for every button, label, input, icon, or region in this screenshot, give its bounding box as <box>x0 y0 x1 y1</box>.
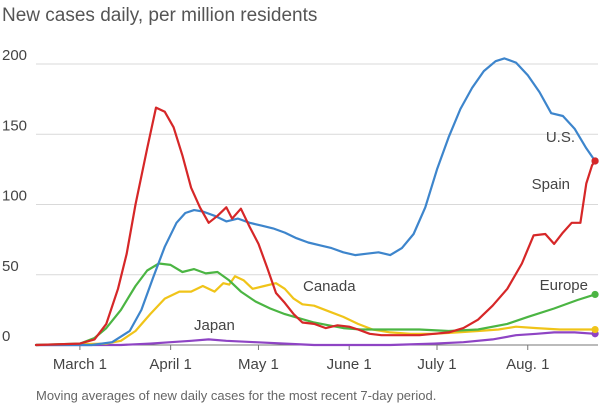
y-tick-label: 200 <box>2 47 27 64</box>
series-label-us: U.S. <box>546 129 575 146</box>
x-tick-label: Aug. 1 <box>506 356 549 373</box>
series-line-japan <box>34 331 597 347</box>
series-line-canada <box>34 275 597 347</box>
series-end-dots <box>591 157 599 338</box>
x-tick-label: June 1 <box>327 356 372 373</box>
chart-title: New cases daily, per million residents <box>2 5 317 26</box>
series-end-dot-canada <box>591 325 599 334</box>
y-tick-label: 150 <box>2 117 27 134</box>
series-lines <box>34 57 597 347</box>
series-label-spain: Spain <box>532 176 570 193</box>
chart-caption: Moving averages of new daily cases for t… <box>36 388 436 403</box>
series-line-us <box>34 57 597 347</box>
x-tick-label: March 1 <box>53 356 107 373</box>
gridlines <box>36 63 598 346</box>
series-labels: U.S. Spain Europe Canada Japan <box>194 129 588 334</box>
y-tick-label: 100 <box>2 188 27 205</box>
series-line-spain <box>34 106 597 347</box>
series-line-europe <box>34 262 597 347</box>
series-end-dot-spain <box>591 157 599 165</box>
y-tick-label: 0 <box>2 328 10 345</box>
x-tick-label: May 1 <box>238 356 279 373</box>
series-label-europe: Europe <box>540 277 588 294</box>
series-label-japan: Japan <box>194 317 235 334</box>
series-end-dot-europe <box>591 290 599 299</box>
x-tick-label: April 1 <box>149 356 192 373</box>
series-label-canada: Canada <box>303 278 356 295</box>
x-tick-label: July 1 <box>417 356 456 373</box>
y-axis: 0 50 100 150 200 <box>2 47 27 345</box>
y-tick-label: 50 <box>2 258 19 275</box>
x-axis: March 1 April 1 May 1 June 1 July 1 Aug. 1 <box>53 345 549 373</box>
